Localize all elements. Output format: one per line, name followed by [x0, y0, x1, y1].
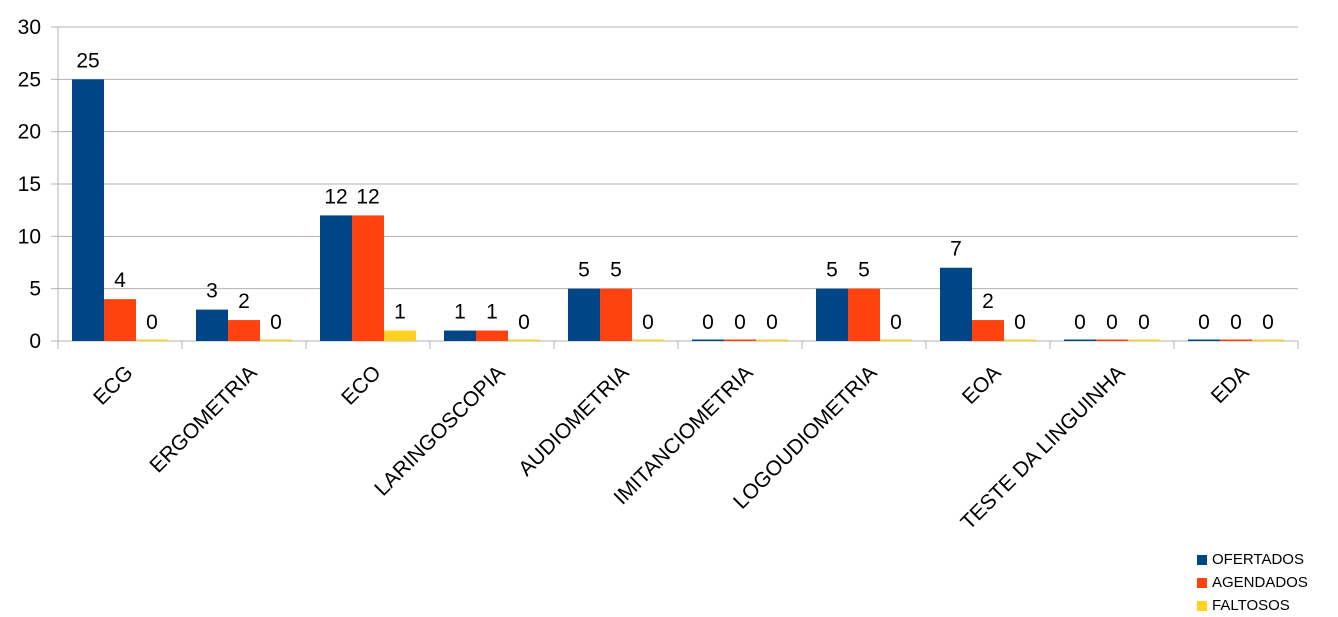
y-tick-label: 5 — [29, 278, 41, 301]
bar-faltosos-ecg — [136, 339, 168, 341]
bar-faltosos-logoudiometria — [880, 339, 912, 341]
x-tick-label: LARINGOSCOPIA — [370, 361, 509, 500]
data-label: 4 — [114, 269, 126, 292]
data-label: 1 — [454, 301, 466, 324]
bar-faltosos-ergometria — [260, 339, 292, 341]
y-tick-label: 25 — [18, 68, 41, 91]
bar-faltosos-eco — [384, 330, 416, 341]
data-label: 5 — [858, 259, 870, 282]
bar-faltosos-imitanciometria — [756, 339, 788, 341]
x-tick-label: IMITANCIOMETRIA — [610, 361, 758, 509]
bar-faltosos-eda — [1252, 339, 1284, 341]
x-tick-label: ERGOMETRIA — [145, 361, 261, 477]
data-label: 2 — [238, 290, 250, 313]
data-label: 0 — [146, 311, 158, 334]
bar-agendados-logoudiometria — [848, 288, 880, 341]
data-label: 1 — [394, 301, 406, 324]
data-label: 0 — [766, 311, 778, 334]
data-label: 0 — [702, 311, 714, 334]
data-label: 0 — [518, 311, 530, 334]
data-label: 1 — [486, 301, 498, 324]
bar-agendados-imitanciometria — [724, 339, 756, 341]
bar-ofertados-teste-da-linguinha — [1064, 339, 1096, 341]
data-label: 5 — [610, 259, 622, 282]
x-tick-label: ECO — [337, 361, 385, 409]
data-label: 0 — [1014, 311, 1026, 334]
bar-faltosos-laringoscopia — [508, 339, 540, 341]
bar-agendados-eoa — [972, 320, 1004, 341]
x-tick-label: EDA — [1207, 361, 1254, 408]
legend-swatch — [1197, 600, 1207, 611]
legend-item-faltosos: FALTOSOS — [1197, 594, 1308, 617]
x-tick-label: LOGOUDIOMETRIA — [729, 361, 881, 513]
bar-ofertados-ergometria — [196, 309, 228, 341]
y-tick-label: 30 — [18, 16, 41, 39]
data-label: 3 — [206, 280, 218, 303]
data-label: 5 — [826, 259, 838, 282]
bar-faltosos-eoa — [1004, 339, 1036, 341]
y-tick-label: 10 — [18, 225, 41, 248]
bar-agendados-audiometria — [600, 288, 632, 341]
bar-faltosos-audiometria — [632, 339, 664, 341]
gridlines — [58, 26, 1298, 342]
legend-item-ofertados: OFERTADOS — [1197, 548, 1308, 571]
legend: OFERTADOS AGENDADOS FALTOSOS — [1197, 548, 1308, 617]
data-label: 0 — [1198, 311, 1210, 334]
data-label: 7 — [950, 238, 962, 261]
legend-label: AGENDADOS — [1212, 574, 1308, 591]
legend-swatch — [1197, 554, 1207, 565]
data-label: 0 — [1230, 311, 1242, 334]
y-tick-label: 0 — [29, 330, 41, 353]
legend-label: OFERTADOS — [1212, 551, 1304, 568]
bar-agendados-eda — [1220, 339, 1252, 341]
data-label: 2 — [982, 290, 994, 313]
bars — [72, 79, 1284, 341]
x-tick-label: ECG — [89, 361, 137, 409]
bar-faltosos-teste-da-linguinha — [1128, 339, 1160, 341]
bar-ofertados-imitanciometria — [692, 339, 724, 341]
data-label: 0 — [1262, 311, 1274, 334]
data-label: 5 — [578, 259, 590, 282]
bar-ofertados-ecg — [72, 79, 104, 341]
bar-ofertados-laringoscopia — [444, 330, 476, 341]
bar-ofertados-eoa — [940, 267, 972, 341]
bar-agendados-ecg — [104, 299, 136, 341]
bar-ofertados-logoudiometria — [816, 288, 848, 341]
data-label: 25 — [76, 49, 99, 72]
data-label: 0 — [734, 311, 746, 334]
legend-item-agendados: AGENDADOS — [1197, 571, 1308, 594]
data-label: 12 — [324, 185, 347, 208]
legend-label: FALTOSOS — [1212, 597, 1290, 614]
x-tick-label: AUDIOMETRIA — [514, 361, 633, 480]
bar-agendados-eco — [352, 215, 384, 341]
data-label: 0 — [890, 311, 902, 334]
y-axis: 0 5 10 15 20 25 30 — [18, 16, 59, 353]
bar-agendados-laringoscopia — [476, 330, 508, 341]
x-tick-label: EOA — [958, 361, 1006, 409]
data-label: 0 — [1074, 311, 1086, 334]
y-tick-label: 15 — [18, 173, 41, 196]
bar-agendados-teste-da-linguinha — [1096, 339, 1128, 341]
y-tick-label: 20 — [18, 121, 41, 144]
bar-ofertados-eda — [1188, 339, 1220, 341]
data-label: 0 — [642, 311, 654, 334]
data-label: 0 — [1106, 311, 1118, 334]
bar-agendados-ergometria — [228, 320, 260, 341]
bar-ofertados-eco — [320, 215, 352, 341]
legend-swatch — [1197, 577, 1207, 588]
data-label: 0 — [270, 311, 282, 334]
data-label: 0 — [1138, 311, 1150, 334]
data-label: 12 — [356, 185, 379, 208]
bar-ofertados-audiometria — [568, 288, 600, 341]
